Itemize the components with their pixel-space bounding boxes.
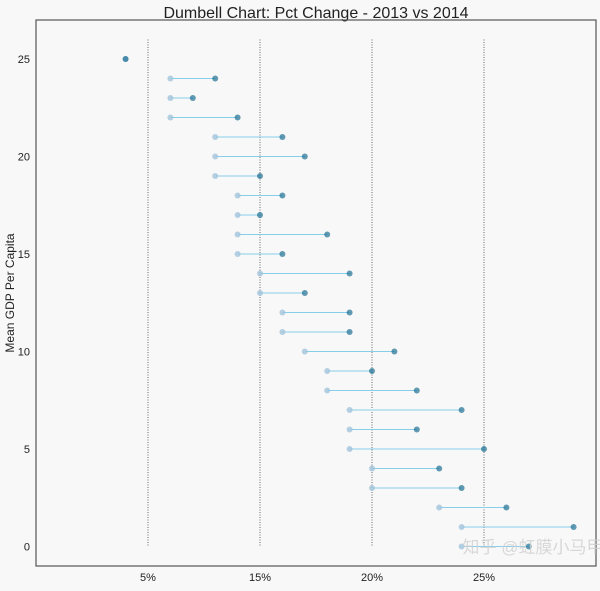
point-2014	[301, 153, 308, 160]
point-2013	[257, 290, 263, 296]
point-2014	[369, 368, 375, 374]
x-tick-label: 15%	[249, 572, 271, 584]
point-2013	[346, 426, 353, 433]
point-2013	[167, 114, 174, 121]
point-2014	[346, 309, 353, 316]
point-2014	[525, 543, 532, 550]
x-tick-label: 5%	[140, 572, 156, 584]
point-2014	[301, 290, 308, 296]
point-2013	[234, 231, 241, 238]
plot-frame	[35, 19, 597, 567]
point-2014	[257, 173, 263, 179]
point-2014	[503, 504, 510, 511]
point-2013	[458, 524, 465, 530]
point-2014	[279, 134, 286, 140]
point-2013	[301, 348, 308, 355]
y-tick-label: 10	[18, 347, 30, 359]
point-2013	[324, 387, 331, 394]
point-2013	[212, 134, 219, 140]
point-2014	[212, 75, 219, 82]
point-2013	[212, 173, 219, 179]
watermark: 知乎 @虹膜小马甲	[463, 538, 600, 557]
point-2013	[346, 407, 353, 413]
point-2014	[189, 95, 196, 101]
point-2013	[234, 251, 241, 257]
point-2014	[391, 348, 398, 355]
point-2013	[346, 446, 353, 452]
point-2013	[369, 465, 375, 472]
point-2013	[167, 95, 174, 101]
point-2014	[324, 231, 331, 238]
point-2014	[257, 212, 263, 218]
point-2014	[436, 465, 443, 472]
y-tick-label: 5	[24, 444, 30, 456]
point-2014	[413, 387, 420, 394]
point-2013	[458, 543, 465, 550]
y-tick-label: 0	[24, 542, 30, 554]
point-2014	[481, 446, 487, 452]
x-tick-label: 20%	[361, 572, 383, 584]
y-tick-label: 20	[18, 152, 30, 164]
point-2014	[122, 56, 129, 62]
y-tick-label: 15	[18, 249, 30, 261]
point-2013	[167, 75, 174, 82]
point-2013	[369, 485, 375, 491]
point-2014	[458, 407, 465, 413]
chart-title: Dumbell Chart: Pct Change - 2013 vs 2014	[163, 5, 468, 22]
point-2013	[212, 153, 219, 160]
point-2014	[413, 426, 420, 433]
x-tick-label: 25%	[473, 572, 495, 584]
point-2014	[570, 524, 577, 530]
point-2013	[234, 192, 241, 199]
point-2014	[458, 485, 465, 491]
point-2013	[234, 212, 241, 218]
point-2014	[279, 251, 286, 257]
y-tick-label: 25	[18, 54, 30, 66]
point-2013	[257, 270, 263, 277]
point-2014	[346, 329, 353, 335]
point-2014	[346, 270, 353, 277]
point-2013	[279, 329, 286, 335]
point-2013	[436, 504, 443, 511]
y-axis-label: Mean GDP Per Capita	[3, 233, 17, 352]
point-2013	[279, 309, 286, 316]
point-2014	[234, 114, 241, 121]
point-2014	[279, 192, 286, 199]
point-2013	[324, 368, 331, 374]
